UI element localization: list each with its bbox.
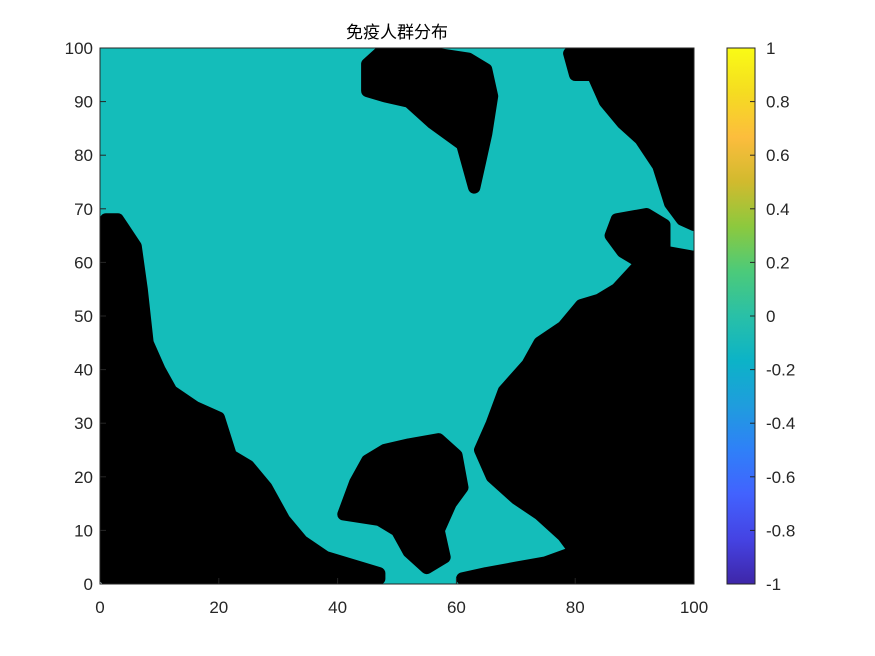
y-tick-label: 70: [74, 200, 93, 219]
x-tick-label: 0: [95, 598, 104, 617]
colorbar-tick-label: -0.2: [766, 361, 795, 380]
y-tick-label: 80: [74, 146, 93, 165]
immune-regions: [100, 48, 694, 584]
x-tick-label: 20: [209, 598, 228, 617]
chart-title: 免疫人群分布: [346, 23, 448, 43]
immune-region-mid-right-island: [604, 207, 671, 269]
y-tick-label: 10: [74, 521, 93, 540]
colorbar: 1 0.8 0.6 0.4 0.2 0 -0.2 -0.4 -0.6 -0.8 -1: [726, 39, 795, 594]
colorbar-tick-label: 1: [766, 39, 775, 58]
x-axis: 0 20 40 60 80 100: [95, 578, 708, 617]
colorbar-tick-label: 0.8: [766, 93, 790, 112]
x-tick-label: 40: [328, 598, 347, 617]
y-tick-label: 0: [84, 575, 93, 594]
plot-area: [99, 47, 695, 585]
colorbar-tick-label: -1: [766, 575, 781, 594]
y-tick-label: 40: [74, 361, 93, 380]
y-tick-label: 90: [74, 93, 93, 112]
y-tick-label: 20: [74, 468, 93, 487]
x-tick-label: 60: [447, 598, 466, 617]
colorbar-tick-label: 0: [766, 307, 775, 326]
immune-region-left-lower: [100, 213, 386, 584]
y-tick-label: 60: [74, 253, 93, 272]
y-tick-label: 100: [65, 39, 93, 58]
y-tick-label: 30: [74, 414, 93, 433]
colorbar-tick-label: 0.6: [766, 146, 790, 165]
colorbar-tick-label: -0.6: [766, 468, 795, 487]
colorbar-tick-label: -0.8: [766, 521, 795, 540]
immune-region-top-center: [361, 48, 499, 194]
colorbar-tick-label: 0.4: [766, 200, 790, 219]
y-axis: 0 10 20 30 40 50 60 70 80 90 100: [65, 39, 106, 594]
colorbar-ticks: 1 0.8 0.6 0.4 0.2 0 -0.2 -0.4 -0.6 -0.8 -1: [750, 39, 795, 594]
immune-region-bottom-center: [337, 433, 469, 575]
x-tick-label: 100: [680, 598, 708, 617]
colorbar-tick-label: 0.2: [766, 253, 790, 272]
x-tick-label: 80: [566, 598, 585, 617]
colorbar-tick-label: -0.4: [766, 414, 795, 433]
y-tick-label: 50: [74, 307, 93, 326]
immune-region-top-right: [563, 48, 694, 232]
